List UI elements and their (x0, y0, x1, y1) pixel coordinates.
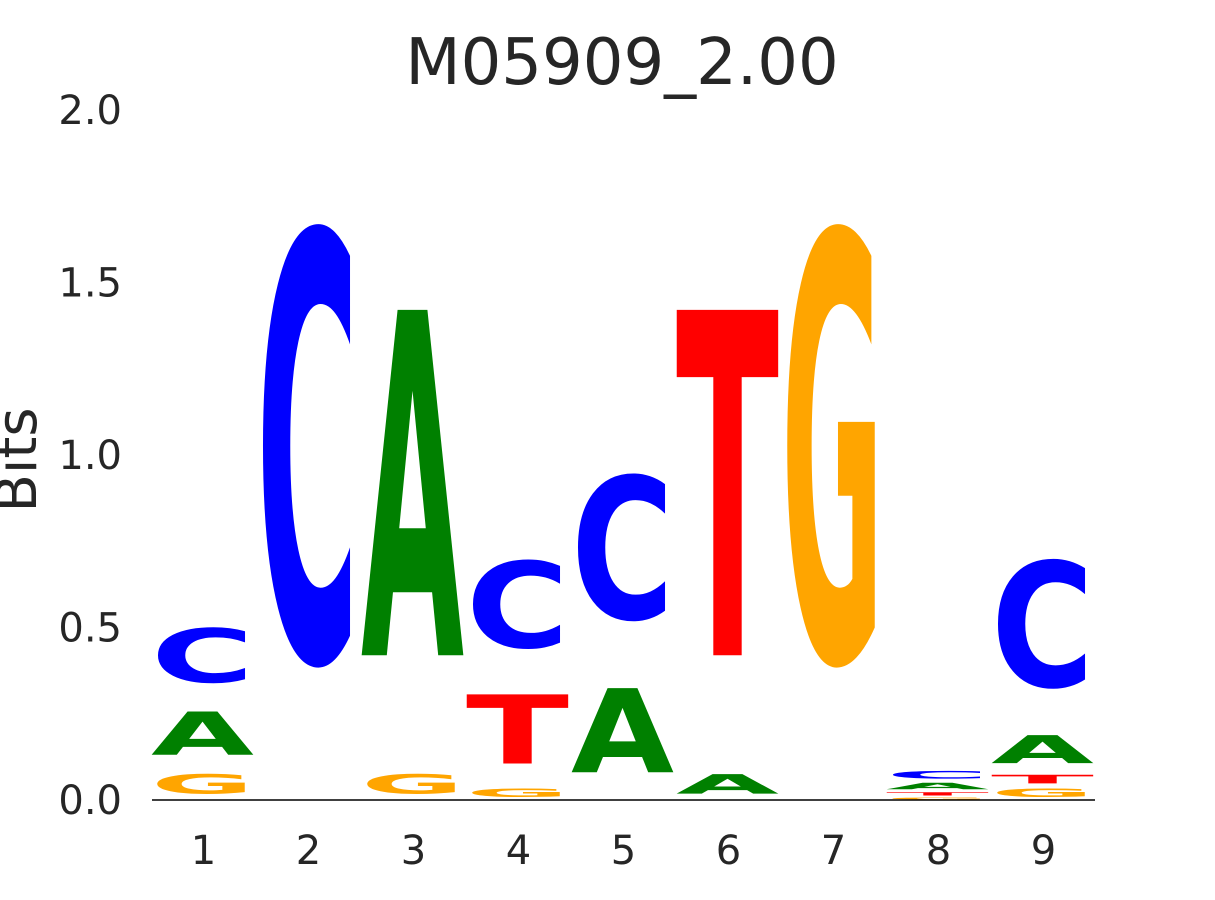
letter-a-glyph: A (991, 728, 1094, 773)
x-tick-label: 5 (611, 828, 636, 874)
x-tick-label: 8 (926, 828, 951, 874)
x-tick-label: 7 (821, 828, 846, 874)
y-tick-label: 0.0 (58, 778, 122, 824)
letter-a-glyph: A (676, 769, 779, 800)
x-tick-label: 4 (506, 828, 531, 874)
letter-c-glyph: C (571, 438, 674, 665)
letter-g-glyph: G (466, 786, 569, 800)
letter-c-glyph: C (256, 115, 359, 799)
letter-g-glyph: G (886, 797, 989, 800)
letter-t-glyph: T (466, 675, 569, 786)
chart-title: M05909_2.00 (405, 26, 838, 100)
x-tick-label: 6 (716, 828, 741, 874)
x-tick-label: 9 (1031, 828, 1056, 874)
x-axis-ticks: 1 2 3 4 5 6 7 8 9 (191, 828, 1056, 874)
letter-c-glyph: C (991, 526, 1094, 726)
letter-t-glyph: T (676, 216, 780, 767)
letter-t-glyph: T (886, 791, 989, 796)
letter-g-glyph: G (361, 769, 464, 800)
letter-a-glyph: A (361, 217, 465, 768)
letter-c-glyph: C (886, 769, 989, 781)
x-tick-label: 2 (296, 828, 321, 874)
letter-a-glyph: A (571, 666, 674, 800)
letter-c-glyph: C (151, 614, 254, 700)
x-tick-label: 3 (401, 828, 426, 874)
letter-g-glyph: G (151, 769, 254, 800)
letter-g-glyph: G (781, 114, 884, 797)
letter-c-glyph: C (466, 537, 569, 676)
y-tick-label: 2.0 (58, 88, 122, 134)
y-tick-label: 1.0 (58, 433, 122, 479)
letter-g-glyph: G (991, 786, 1094, 800)
letter-t-glyph: T (991, 773, 1094, 787)
letter-a-glyph: A (151, 700, 254, 769)
x-tick-label: 1 (191, 828, 216, 874)
y-tick-label: 1.5 (58, 261, 122, 307)
y-tick-label: 0.5 (58, 606, 122, 652)
y-axis-ticks: 0.0 0.5 1.0 1.5 2.0 (58, 88, 122, 824)
letter-a-glyph: A (886, 781, 989, 791)
y-axis-label: Bits (0, 407, 50, 512)
